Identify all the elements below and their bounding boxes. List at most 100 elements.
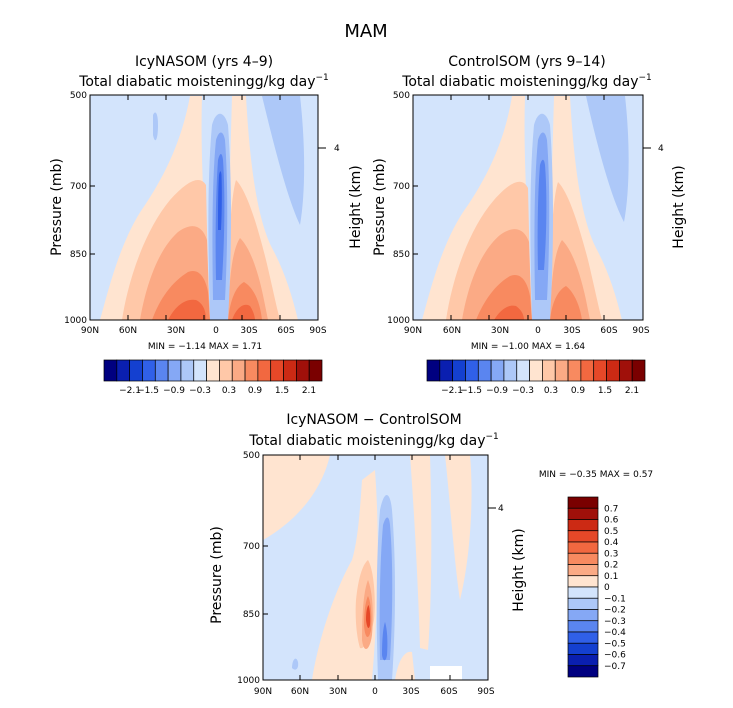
axis-tick-marks — [263, 455, 451, 680]
panel-3-colorbar-box — [567, 530, 599, 543]
panel-3-colorbar-box — [567, 552, 599, 565]
panel-3-y2tick-0: 4 — [498, 504, 504, 514]
panel-1-colorbar-box — [103, 359, 118, 382]
panel-1-contour-neg4 — [218, 171, 222, 230]
panel-3: IcyNASOM − ControlSOM Total diabatic moi… — [209, 412, 653, 697]
panel-1-colorbar-label-4: 0.3 — [222, 386, 236, 396]
panel-1-colorbar-box — [206, 359, 220, 382]
panel-2-colorbar-box — [580, 359, 595, 382]
panel-2-colorbar-box — [516, 359, 530, 382]
panel-3-colorbar-box — [567, 507, 599, 520]
panel-1-colorbar-box — [219, 359, 233, 382]
panel-1-colorbar-box — [116, 359, 130, 382]
panel-3-colorbar-box — [567, 564, 599, 577]
panel-1-colorbar-box — [308, 359, 323, 382]
panel-2-ylabel: Pressure (mb) — [372, 158, 388, 256]
panel-1-xtick-5: 60S — [277, 326, 294, 336]
panel-1-colorbar-box — [193, 359, 207, 382]
panel-1-max-value: 1.71 — [242, 342, 262, 352]
panel-1-colorbar-label-7: 2.1 — [302, 386, 316, 396]
panel-3-colorbar-label-0: 0.7 — [604, 504, 618, 514]
panel-2-subtitle-exp: −1 — [639, 73, 652, 83]
panel-2-xtick-5: 60S — [600, 326, 617, 336]
panel-1-contour-pos5 — [168, 299, 206, 320]
panel-3-contour-pos1 — [445, 455, 472, 600]
panel-1-ytick-2: 850 — [70, 250, 87, 260]
axis-tick-marks — [90, 95, 281, 320]
panel-2-colorbar-box — [490, 359, 505, 382]
panel-1-contour-neg1 — [262, 96, 305, 225]
panel-3-colorbar-label-5: 0.2 — [604, 561, 618, 571]
panel-2-colorbar-box — [619, 359, 633, 382]
panel-2-colorbar-box — [426, 359, 441, 382]
panel-3-missing-data — [430, 666, 462, 680]
panel-2-subtitle: Total diabatic moisteningg/kg day−1 — [401, 73, 652, 90]
panel-2-contour-pos5 — [494, 305, 524, 320]
panel-1-colorbar-box — [129, 359, 143, 382]
panel-2-colorbar-box — [452, 359, 466, 382]
panel-1-colorbar-label-0: −2.1 — [119, 386, 141, 396]
panel-3-colorbar-box — [567, 620, 599, 633]
panel-3-ytick-0: 500 — [243, 451, 260, 461]
panel-1-colorbar-label-2: −0.9 — [163, 386, 185, 396]
panel-2-field — [413, 95, 643, 320]
panel-3-xtick-3: 0 — [372, 687, 378, 697]
panel-1-colorbar-label-6: 1.5 — [275, 386, 289, 396]
panel-2-xtick-6: 90S — [632, 326, 649, 336]
panel-1-xtick-6: 90S — [309, 326, 326, 336]
panel-2-xtick-1: 60N — [443, 326, 461, 336]
panel-2-colorbar-label-2: −0.9 — [486, 386, 508, 396]
panel-2-colorbar-box — [542, 359, 556, 382]
panel-2-title: ControlSOM (yrs 9–14) — [448, 54, 605, 70]
panel-1-ytick-0: 500 — [70, 91, 87, 101]
panel-1-field — [90, 95, 318, 320]
panel-3-yticks: 500 700 850 1000 — [237, 451, 260, 686]
panel-3-max-label: MAX = — [600, 470, 631, 480]
panel-1-max-label: MAX = — [209, 342, 240, 352]
panel-1-xtick-3: 0 — [213, 326, 219, 336]
panel-3-colorbar-label-13: −0.6 — [604, 651, 626, 661]
panel-2-contour-pos4 — [550, 286, 582, 320]
panel-3-colorbar-box — [567, 642, 599, 655]
panel-1-colorbar-box — [180, 359, 195, 382]
panel-1-xtick-2: 30N — [167, 326, 185, 336]
panel-1-colorbar-box — [154, 359, 169, 382]
panel-1-y2tick-0: 4 — [334, 144, 340, 154]
panel-3-xtick-1: 60N — [291, 687, 309, 697]
panel-3-colorbar-label-9: −0.2 — [604, 606, 626, 616]
panel-2-ytick-0: 500 — [393, 91, 410, 101]
panel-2-colorbar: −2.1 −1.5 −0.9 −0.3 0.3 0.9 1.5 2.1 — [426, 359, 646, 396]
panel-2-colorbar-box — [503, 359, 518, 382]
panel-1-colorbar-box — [270, 359, 284, 382]
panel-3-colorbar-label-2: 0.5 — [604, 527, 618, 537]
panel-3-colorbar-label-8: −0.1 — [604, 594, 626, 604]
panel-3-colorbar-box — [567, 586, 599, 599]
panel-3-colorbar-label-6: 0.1 — [604, 572, 618, 582]
panel-2-subtitle-main: Total diabatic moistening — [401, 74, 578, 90]
panel-3-ytick-2: 850 — [243, 610, 260, 620]
panel-2-colorbar-box — [567, 359, 582, 382]
panel-1-subtitle-main: Total diabatic moistening — [78, 74, 255, 90]
panel-2-min-value: −1.00 — [501, 342, 529, 352]
panel-2-colorbar-box — [631, 359, 646, 382]
panel-3-colorbar-box — [567, 575, 599, 588]
panel-2-subtitle-unit: g/kg day — [578, 74, 639, 90]
panel-1-colorbar-box — [244, 359, 259, 382]
panel-1-y2label: Height (km) — [348, 165, 364, 248]
panel-3-title: IcyNASOM − ControlSOM — [286, 412, 461, 428]
panel-2-colorbar-box — [529, 359, 543, 382]
panel-3-min-value: −0.35 — [569, 470, 597, 480]
panel-2-colorbar-box — [606, 359, 620, 382]
panel-3-ylabel: Pressure (mb) — [209, 526, 225, 624]
panel-1-xtick-1: 60N — [119, 326, 137, 336]
panel-2-colorbar-label-7: 2.1 — [625, 386, 639, 396]
panel-3-colorbar-box — [567, 665, 599, 678]
panel-3-colorbar-box — [567, 597, 599, 610]
panel-1-colorbar-label-1: −1.5 — [137, 386, 159, 396]
panel-1-colorbar-box — [167, 359, 182, 382]
panel-2-xtick-0: 90N — [404, 326, 422, 336]
panel-2-colorbar-label-4: 0.3 — [544, 386, 558, 396]
panel-1-colorbar-box — [142, 359, 156, 382]
panel-3-colorbar-label-7: 0 — [604, 583, 610, 593]
